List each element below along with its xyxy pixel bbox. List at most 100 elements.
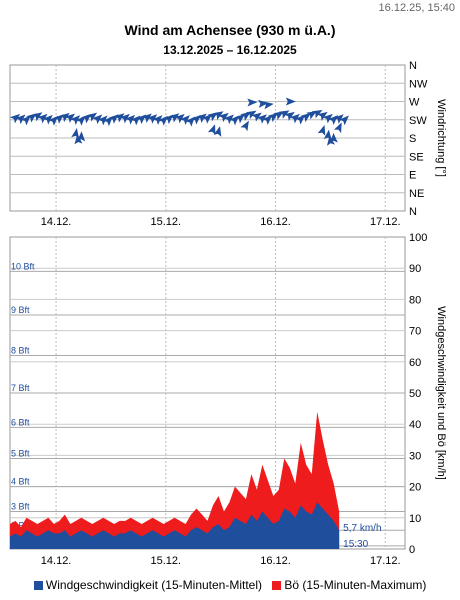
gust-area (10, 411, 340, 549)
direction-arrow (285, 97, 296, 106)
direction-arrow (59, 112, 70, 123)
direction-arrow (64, 113, 76, 123)
direction-arrow (263, 101, 274, 110)
direction-arrow (322, 113, 333, 124)
direction-tick-label: W (409, 97, 420, 109)
direction-arrow (234, 113, 246, 124)
beaufort-label: 4 Bft (11, 477, 30, 487)
current-value-label: 5,7 km/h (343, 523, 381, 534)
legend-label-gust: Bö (15-Minuten-Maximum) (284, 578, 427, 592)
speed-x-tick-label: 16.12. (260, 555, 291, 567)
direction-arrow (267, 112, 279, 123)
beaufort-label: 8 Bft (11, 346, 30, 356)
direction-arrow (213, 126, 222, 137)
direction-arrow (146, 114, 158, 124)
direction-arrow (218, 112, 229, 123)
direction-arrow (207, 124, 216, 136)
direction-arrow (174, 113, 185, 124)
speed-x-tick-label: 15.12. (151, 555, 182, 567)
direction-arrow (240, 120, 249, 132)
direction-arrow (86, 112, 98, 122)
direction-arrow (300, 112, 312, 123)
direction-arrow (152, 115, 163, 126)
direction-arrow (103, 116, 113, 127)
direction-arrow (37, 113, 48, 124)
beaufort-label: 2 Bft (11, 520, 30, 530)
legend-item-speed: Windgeschwindigkeit (15-Minuten-Mittel) (33, 578, 266, 592)
speed-tick-label: 20 (409, 482, 421, 494)
direction-arrow (317, 111, 328, 121)
direction-arrow (333, 122, 342, 134)
direction-arrow (119, 113, 130, 124)
beaufort-label: 7 Bft (11, 383, 30, 393)
direction-arrow (141, 113, 152, 123)
direction-arrow (77, 131, 86, 142)
direction-tick-label: S (409, 133, 416, 145)
direction-tick-label: N (409, 60, 417, 72)
direction-arrow (329, 132, 338, 143)
speed-x-tick-label: 14.12. (41, 555, 72, 567)
direction-arrow (42, 114, 53, 125)
direction-arrow (333, 114, 344, 124)
speed-tick-label: 10 (409, 513, 421, 525)
speed-tick-label: 0 (409, 544, 415, 556)
direction-tick-label: E (409, 170, 416, 182)
direction-arrow (278, 110, 290, 119)
direction-arrow (168, 113, 180, 123)
direction-arrow (212, 111, 224, 120)
direction-arrow (240, 111, 251, 121)
direction-chart: N NW W SW S SE E NE N 14.12. 15.12. 16.12. 17.12. Win… (9, 60, 447, 228)
speed-axis-label: Windgeschwindigkeit und Bö [km/h] (435, 306, 447, 480)
direction-arrow (31, 112, 43, 122)
speed-tick-label: 80 (409, 294, 421, 306)
direction-arrow (247, 98, 258, 107)
direction-arrow (70, 115, 81, 126)
direction-arrow (97, 115, 108, 126)
speed-tick-label: 70 (409, 326, 421, 338)
legend-item-gust: Bö (15-Minuten-Maximum) (272, 578, 426, 592)
legend-label-speed: Windgeschwindigkeit (15-Minuten-Mittel) (45, 578, 263, 592)
beaufort-label: 5 Bft (11, 449, 30, 459)
direction-arrow (262, 115, 273, 126)
direction-x-tick-label: 16.12. (260, 216, 291, 228)
legend: Windgeschwindigkeit (15-Minuten-Mittel) … (0, 578, 460, 592)
beaufort-label: 10 Bft (11, 261, 35, 271)
speed-tick-label: 50 (409, 388, 421, 400)
direction-arrow (114, 113, 125, 123)
speed-tick-label: 30 (409, 450, 421, 462)
beaufort-label: 6 Bft (11, 417, 30, 427)
direction-arrow (179, 115, 190, 126)
direction-arrow (196, 113, 207, 123)
direction-arrow (245, 110, 257, 120)
direction-arrow (15, 114, 26, 125)
direction-arrow (75, 115, 86, 126)
direction-arrow (295, 114, 306, 125)
chart-title: Wind am Achensee (930 m ü.A.) (124, 22, 336, 38)
legend-swatch-gust (272, 581, 282, 591)
direction-arrow (223, 114, 234, 125)
direction-arrow (256, 114, 267, 124)
current-time-label: 15:30 (343, 539, 368, 550)
direction-arrow (317, 124, 326, 136)
direction-arrow (258, 99, 269, 108)
direction-arrow (201, 114, 213, 124)
direction-tick-label: NW (409, 78, 428, 90)
legend-swatch-speed (33, 581, 43, 591)
direction-x-tick-label: 14.12. (41, 216, 72, 228)
direction-arrow (125, 114, 136, 125)
speed-tick-label: 60 (409, 357, 421, 369)
chart-subtitle: 13.12.2025 – 16.12.2025 (163, 43, 297, 57)
direction-x-tick-label: 17.12. (370, 216, 401, 228)
direction-arrow (20, 115, 31, 126)
direction-axis-label: Windrichtung [°] (435, 99, 447, 177)
direction-arrow (338, 115, 349, 126)
speed-tick-label: 90 (409, 263, 421, 275)
direction-arrow (311, 110, 323, 119)
direction-arrow (289, 113, 300, 124)
direction-tick-label: NE (409, 188, 424, 200)
direction-arrow (306, 110, 317, 120)
speed-tick-label: 40 (409, 419, 421, 431)
speed-x-tick-label: 17.12. (370, 555, 401, 567)
